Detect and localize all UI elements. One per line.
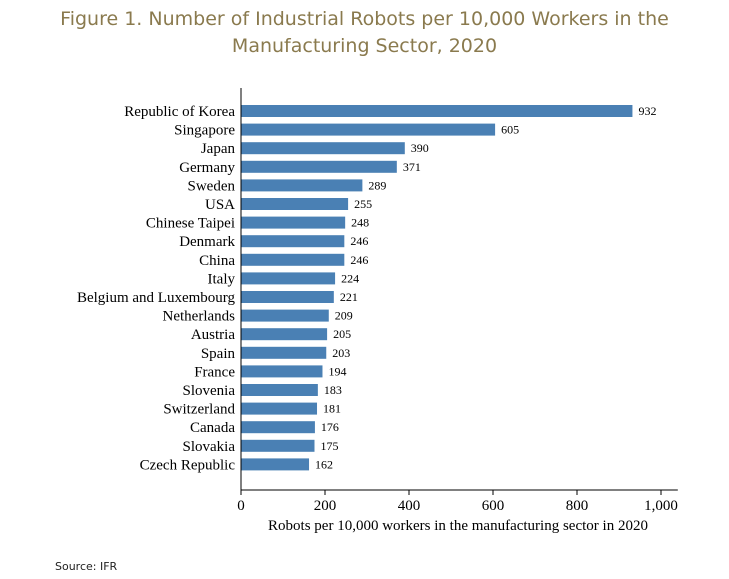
bar — [241, 142, 405, 155]
bar — [241, 123, 496, 136]
bar — [241, 328, 328, 341]
category-label: Czech Republic — [140, 457, 236, 473]
category-label: Germany — [179, 160, 235, 176]
bars-group — [241, 105, 633, 471]
value-label: 176 — [321, 420, 339, 434]
bar — [241, 253, 345, 266]
bar — [241, 439, 315, 452]
category-label: Canada — [190, 420, 235, 436]
value-label: 289 — [368, 178, 386, 192]
value-label: 162 — [315, 457, 333, 471]
x-tick-label: 0 — [237, 498, 245, 514]
bar — [241, 421, 315, 434]
category-label: China — [199, 253, 235, 269]
bar — [241, 235, 345, 248]
category-label: Austria — [191, 327, 236, 343]
value-label: 605 — [501, 123, 519, 137]
value-label: 194 — [328, 364, 346, 378]
category-label: Italy — [208, 271, 236, 287]
x-tick-label: 1,000 — [644, 498, 678, 514]
category-label: France — [194, 364, 235, 380]
value-label: 203 — [332, 346, 350, 360]
title-line-2: Manufacturing Sector, 2020 — [231, 35, 498, 57]
category-label: Republic of Korea — [124, 104, 235, 120]
value-label: 221 — [340, 290, 358, 304]
category-labels: Republic of Korea Singapore Japan Germany Sw… — [77, 104, 236, 473]
value-label: 183 — [324, 383, 342, 397]
bar — [241, 179, 363, 192]
value-label: 224 — [341, 271, 359, 285]
x-tick-label: 200 — [314, 498, 337, 514]
category-label: Denmark — [179, 234, 235, 250]
value-label: 209 — [335, 309, 353, 323]
bar — [241, 291, 334, 303]
category-label: Sweden — [188, 178, 236, 194]
x-axis-label: Robots per 10,000 workers in the manufac… — [268, 518, 648, 534]
source-note: Source: IFR — [55, 560, 118, 573]
value-label: 932 — [638, 104, 656, 118]
x-tick-label: 800 — [566, 498, 589, 514]
value-label: 390 — [411, 141, 429, 155]
value-label: 371 — [403, 160, 421, 174]
x-tick-label: 400 — [398, 498, 421, 514]
category-label: USA — [205, 197, 235, 213]
bar — [241, 272, 336, 285]
bar — [241, 458, 310, 471]
bar — [241, 402, 318, 415]
value-label: 175 — [321, 439, 339, 453]
bar — [241, 198, 349, 210]
value-label: 255 — [354, 197, 372, 211]
category-label: Spain — [201, 346, 236, 362]
category-label: Chinese Taipei — [146, 216, 235, 232]
bar — [241, 346, 327, 359]
bar — [241, 160, 397, 173]
bar — [241, 365, 323, 378]
axes-group: 0 200 400 600 800 1,000 — [237, 88, 678, 514]
category-label: Slovenia — [183, 383, 236, 399]
bar — [241, 384, 318, 396]
category-label: Belgium and Luxembourg — [77, 290, 236, 306]
category-label: Singapore — [174, 123, 235, 139]
category-label: Japan — [201, 141, 236, 157]
value-label: 246 — [350, 253, 368, 267]
category-label: Netherlands — [163, 309, 236, 325]
value-label: 246 — [350, 234, 368, 248]
category-label: Slovakia — [183, 439, 236, 455]
value-label: 205 — [333, 327, 351, 341]
bar — [241, 105, 633, 117]
category-label: Switzerland — [163, 402, 235, 418]
bar — [241, 216, 346, 229]
title-line-1: Figure 1. Number of Industrial Robots pe… — [60, 8, 669, 30]
value-labels: 932 605 390 371 289 255 248 246 246 224 221 209 205 2… — [315, 104, 656, 471]
value-label: 248 — [351, 216, 369, 230]
chart-title: Figure 1. Number of Industrial Robots pe… — [0, 6, 729, 60]
bar — [241, 309, 329, 322]
value-label: 181 — [323, 402, 341, 416]
x-tick-label: 600 — [482, 498, 505, 514]
